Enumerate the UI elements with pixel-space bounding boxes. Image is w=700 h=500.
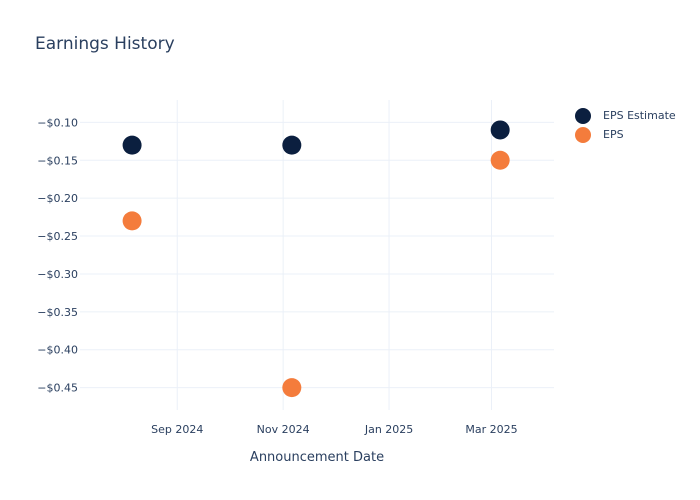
eps-point[interactable] — [282, 378, 302, 398]
x-axis-ticks: Sep 2024 Nov 2024 Jan 2025 Mar 2025 — [151, 423, 518, 436]
x-tick-label: Nov 2024 — [257, 423, 310, 436]
legend-marker-eps-estimate — [575, 107, 591, 124]
legend-label-eps-estimate: EPS Estimate — [603, 109, 676, 122]
eps-point[interactable] — [490, 150, 510, 170]
y-tick-label: −$0.45 — [37, 382, 78, 395]
x-axis-title: Announcement Date — [250, 450, 384, 465]
eps-point[interactable] — [122, 211, 142, 231]
eps-estimate-point[interactable] — [490, 120, 510, 140]
grid-layer — [80, 100, 554, 410]
legend-label-eps: EPS — [603, 128, 624, 141]
eps-estimate-point[interactable] — [282, 135, 302, 155]
eps-estimate-point[interactable] — [122, 135, 142, 155]
y-tick-label: −$0.40 — [37, 344, 78, 357]
chart-title: Earnings History — [35, 34, 175, 54]
data-points — [122, 120, 510, 398]
legend-item-eps-estimate[interactable]: EPS Estimate — [574, 106, 676, 125]
x-tick-label: Mar 2025 — [465, 423, 517, 436]
y-tick-label: −$0.25 — [37, 230, 78, 243]
y-tick-label: −$0.30 — [37, 268, 78, 281]
legend[interactable]: EPS Estimate EPS — [574, 106, 676, 144]
legend-marker-eps — [575, 126, 591, 143]
y-tick-label: −$0.20 — [37, 192, 78, 205]
y-axis-ticks: −$0.10 −$0.15 −$0.20 −$0.25 −$0.30 −$0.35 −$0.… — [37, 116, 78, 394]
y-tick-label: −$0.10 — [37, 116, 78, 129]
y-tick-label: −$0.35 — [37, 306, 78, 319]
x-tick-label: Sep 2024 — [151, 423, 203, 436]
y-tick-label: −$0.15 — [37, 154, 78, 167]
x-tick-label: Jan 2025 — [364, 423, 413, 436]
legend-item-eps[interactable]: EPS — [574, 125, 676, 144]
